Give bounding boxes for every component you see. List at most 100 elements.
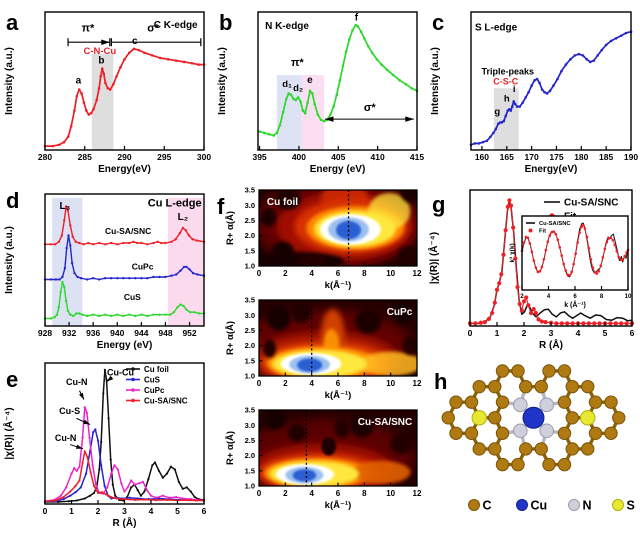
svg-text:R+ α(Å): R+ α(Å)	[225, 211, 236, 245]
svg-text:S L-edge: S L-edge	[475, 22, 518, 33]
svg-text:6: 6	[336, 379, 341, 388]
svg-text:290: 290	[117, 152, 131, 162]
svg-text:d₁: d₁	[282, 79, 292, 90]
svg-text:2: 2	[520, 294, 524, 300]
svg-text:Fit: Fit	[539, 229, 546, 235]
svg-text:L₃: L₃	[60, 201, 71, 212]
svg-text:1: 1	[69, 506, 74, 516]
svg-text:i: i	[513, 84, 516, 95]
svg-text:Intensity (a.u.): Intensity (a.u.)	[430, 47, 441, 115]
panel-f-wavelet-transforms: 0 2 4 6 8 10 12 1.0 1.5 2.0 2.5 3.0 3.5 k(Å⁻¹) R+ α(Å)…	[217, 186, 422, 511]
svg-text:2.0: 2.0	[245, 231, 255, 240]
panel-g-exafs-fit: 0 1 2 3 4 5 6 R (Å) |χ(R)| (Å⁻⁴) Cu-SA/SNC Fit 2 4 6 8…	[427, 189, 635, 351]
svg-text:180: 180	[574, 152, 588, 162]
svg-text:285: 285	[78, 152, 92, 162]
svg-text:Energy (eV): Energy (eV)	[97, 340, 153, 351]
svg-text:3.0: 3.0	[245, 421, 255, 430]
svg-text:3.5: 3.5	[245, 406, 255, 415]
svg-text:160: 160	[475, 152, 489, 162]
svg-text:C-S-C: C-S-C	[493, 76, 518, 86]
svg-text:8: 8	[600, 294, 604, 300]
svg-text:940: 940	[110, 328, 124, 338]
svg-text:Cu-SA/SNC: Cu-SA/SNC	[105, 226, 151, 236]
svg-text:6: 6	[336, 489, 341, 498]
svg-text:k(Å⁻¹): k(Å⁻¹)	[325, 280, 352, 291]
svg-text:6: 6	[630, 328, 635, 338]
svg-text:3: 3	[122, 506, 127, 516]
svg-text:CuPc: CuPc	[144, 386, 165, 395]
svg-text:a: a	[76, 76, 82, 87]
svg-text:k(Å⁻¹): k(Å⁻¹)	[325, 500, 352, 511]
svg-text:f: f	[217, 194, 225, 219]
svg-text:0: 0	[257, 489, 262, 498]
svg-text:|χ(R)| (Å⁻⁴): |χ(R)| (Å⁻⁴)	[2, 407, 15, 459]
svg-text:4: 4	[309, 489, 314, 498]
svg-text:10: 10	[386, 379, 395, 388]
svg-text:σ*: σ*	[147, 23, 160, 35]
svg-text:Cu-N: Cu-N	[66, 377, 88, 387]
svg-text:295: 295	[157, 152, 171, 162]
svg-text:Cu-N: Cu-N	[55, 433, 77, 443]
svg-text:f: f	[355, 13, 359, 24]
svg-text:2.0: 2.0	[245, 341, 255, 350]
svg-text:0: 0	[257, 269, 262, 278]
svg-text:948: 948	[158, 328, 172, 338]
svg-text:Cu-SA/SNC: Cu-SA/SNC	[564, 198, 618, 209]
svg-text:R (Å): R (Å)	[113, 516, 137, 529]
svg-text:d: d	[6, 188, 19, 213]
svg-text:4: 4	[576, 328, 581, 338]
svg-text:R+ α(Å): R+ α(Å)	[225, 431, 236, 465]
svg-text:6: 6	[202, 506, 207, 516]
svg-text:π*: π*	[82, 23, 95, 35]
svg-text:8: 8	[362, 269, 367, 278]
svg-text:c: c	[432, 10, 444, 35]
svg-text:d₂: d₂	[293, 83, 303, 94]
svg-text:2: 2	[96, 506, 101, 516]
svg-text:CuS: CuS	[144, 375, 161, 384]
svg-text:410: 410	[371, 152, 385, 162]
svg-text:Cu foil: Cu foil	[267, 197, 298, 208]
svg-text:190: 190	[624, 152, 638, 162]
svg-text:CuS: CuS	[124, 292, 141, 302]
svg-text:6: 6	[573, 294, 577, 300]
svg-text:CuPc: CuPc	[132, 261, 154, 271]
svg-text:4: 4	[149, 506, 154, 516]
svg-text:σ*: σ*	[364, 102, 377, 114]
svg-text:π*: π*	[291, 57, 304, 69]
svg-text:12: 12	[413, 489, 422, 498]
svg-text:4: 4	[309, 379, 314, 388]
svg-text:5: 5	[175, 506, 180, 516]
svg-text:2: 2	[283, 379, 288, 388]
svg-text:12: 12	[413, 379, 422, 388]
svg-text:1.0: 1.0	[245, 372, 255, 381]
svg-text:12: 12	[413, 269, 422, 278]
svg-text:CuPc: CuPc	[387, 307, 413, 318]
svg-text:|χ(R)| (Å⁻⁴): |χ(R)| (Å⁻⁴)	[427, 232, 440, 284]
svg-text:C K-edge: C K-edge	[154, 20, 198, 31]
svg-text:k³ χ(k): k³ χ(k)	[509, 243, 516, 262]
svg-text:175: 175	[549, 152, 563, 162]
svg-text:0: 0	[257, 379, 262, 388]
svg-text:Energy(eV): Energy(eV)	[525, 164, 578, 175]
svg-text:Cu-SA/SNC: Cu-SA/SNC	[358, 417, 412, 428]
svg-text:g: g	[494, 107, 500, 118]
svg-text:Triple-peaks: Triple-peaks	[482, 66, 535, 76]
svg-text:8: 8	[362, 379, 367, 388]
svg-text:2: 2	[283, 269, 288, 278]
svg-text:2.5: 2.5	[245, 216, 255, 225]
svg-text:185: 185	[599, 152, 613, 162]
svg-text:Energy(eV): Energy(eV)	[98, 164, 151, 175]
svg-text:Cu-SA/SNC: Cu-SA/SNC	[539, 221, 571, 227]
svg-text:2.5: 2.5	[245, 326, 255, 335]
svg-text:1.5: 1.5	[245, 466, 255, 475]
svg-text:1.0: 1.0	[245, 482, 255, 491]
svg-text:280: 280	[38, 152, 52, 162]
svg-text:2: 2	[283, 489, 288, 498]
panel-d-cu-l-edge: 928 932 936 940 944 948 952 Energy (eV) Intensit…	[4, 188, 206, 351]
panel-e-ft-exafs: 0 1 2 3 4 5 6 R (Å) |χ(R)| (Å⁻⁴) Cu-Cu Cu-N Cu-S Cu-…	[2, 362, 207, 529]
svg-text:Cu: Cu	[531, 499, 548, 513]
svg-text:10: 10	[386, 489, 395, 498]
svg-text:1: 1	[495, 328, 500, 338]
svg-text:3.5: 3.5	[245, 186, 255, 195]
